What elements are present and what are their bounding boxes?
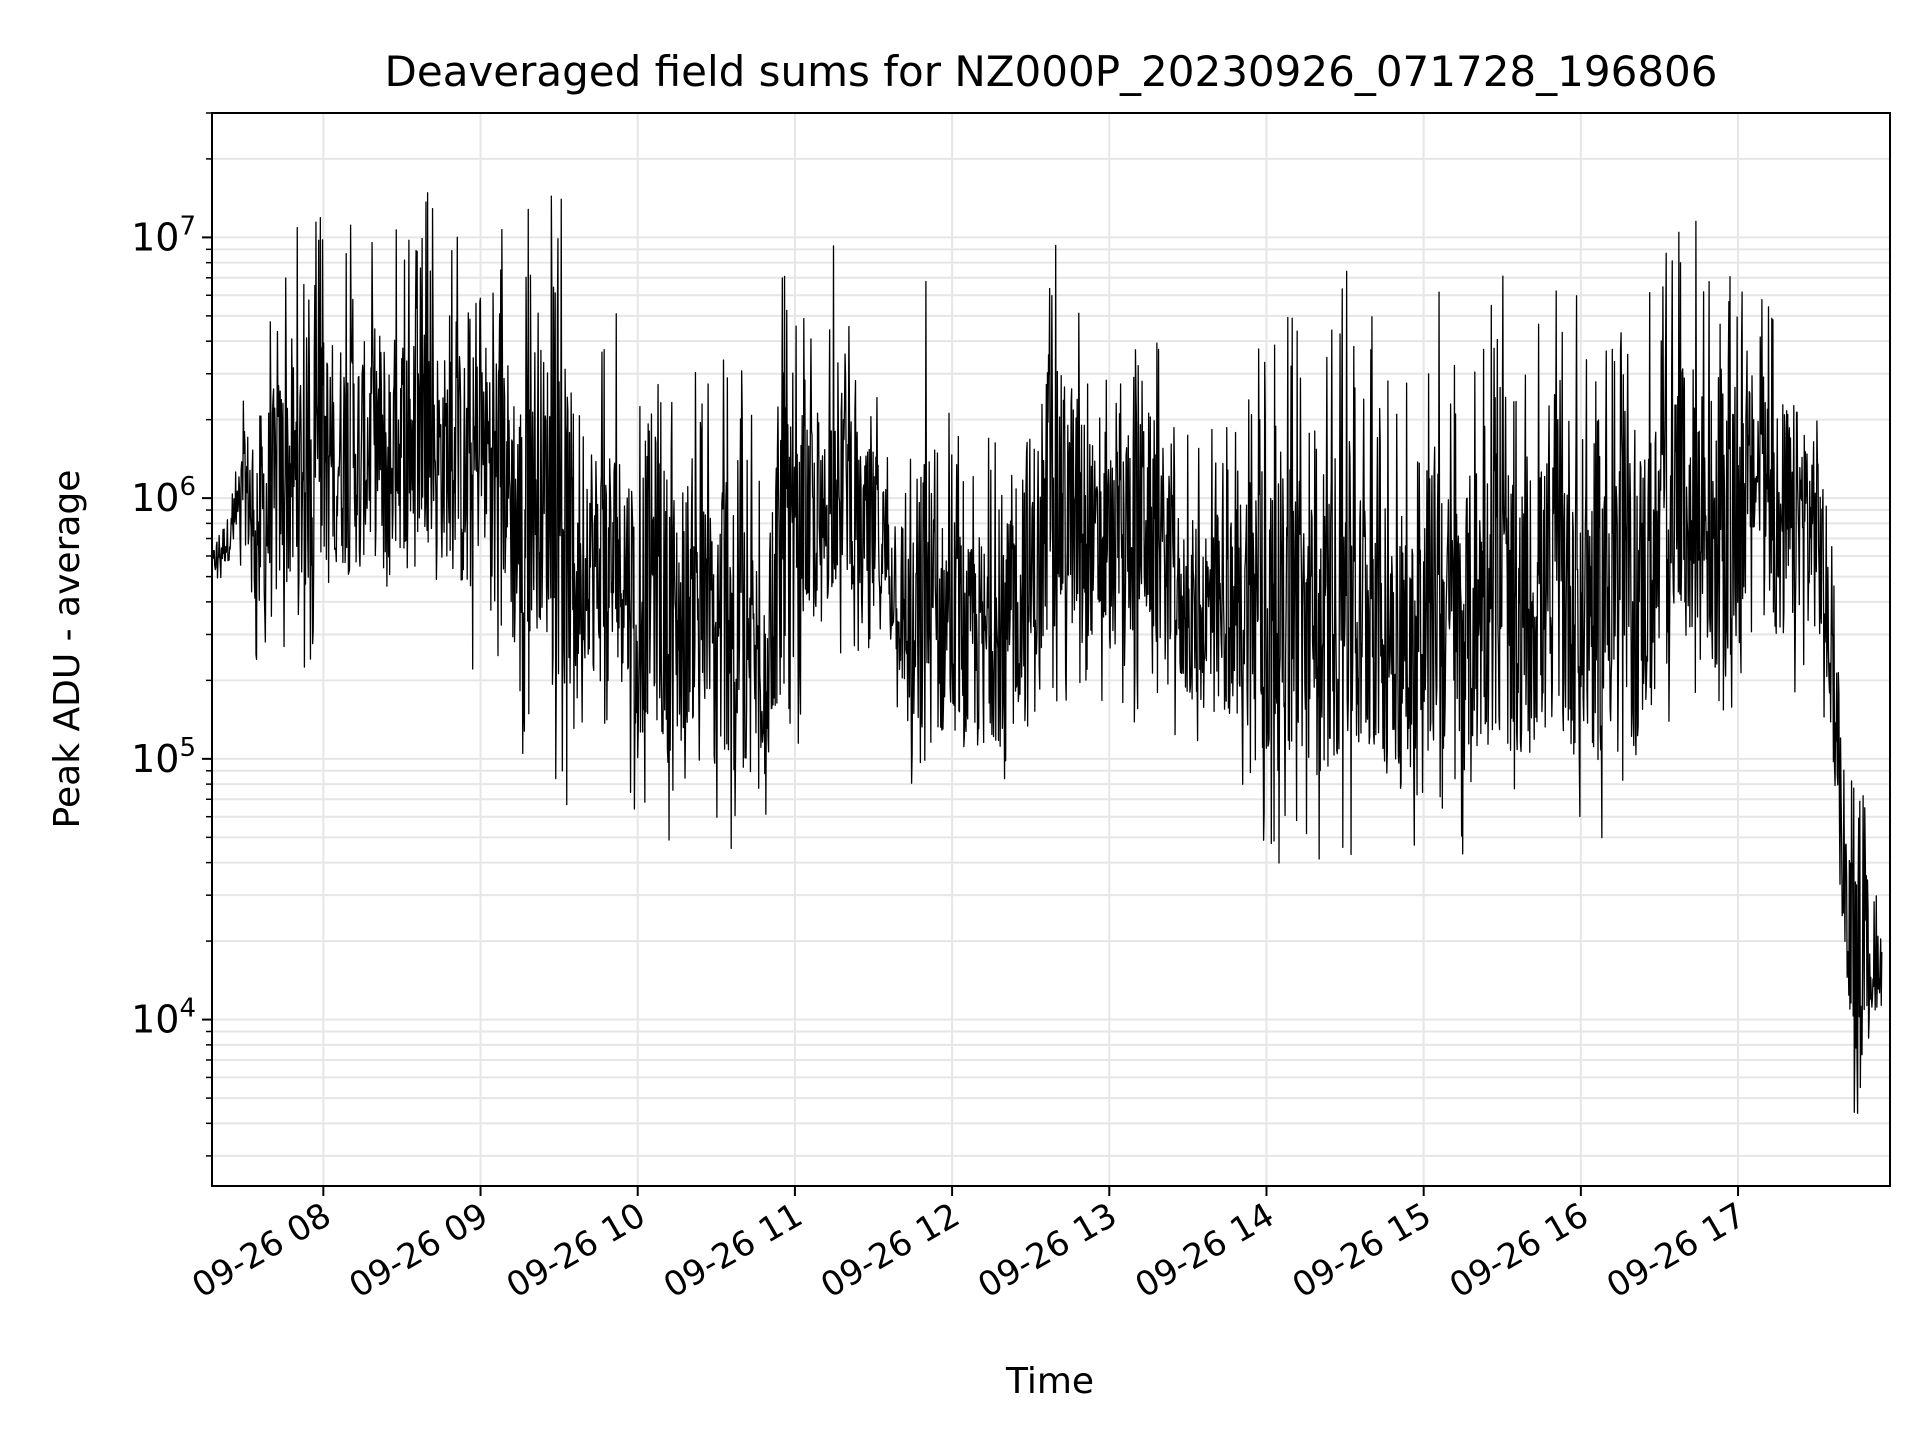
- y-tick-label: 104: [131, 994, 196, 1042]
- y-tick-exponent: 6: [179, 472, 196, 502]
- y-tick-base: 10: [131, 737, 179, 781]
- data-layer: [211, 192, 1883, 1114]
- y-tick-exponent: 4: [179, 994, 196, 1024]
- y-tick-label: 105: [131, 733, 196, 781]
- chart-title: Deaveraged field sums for NZ000P_2023092…: [385, 47, 1718, 96]
- y-tick-base: 10: [131, 215, 179, 259]
- plot-frame: [211, 112, 1891, 1187]
- series-line: [211, 192, 1883, 1114]
- y-tick-exponent: 5: [179, 733, 196, 763]
- y-tick-label: 106: [131, 472, 196, 520]
- x-axis-label: Time: [1005, 1361, 1094, 1402]
- y-tick-exponent: 7: [179, 211, 196, 241]
- y-axis-label: Peak ADU - average: [47, 470, 88, 829]
- y-tick-label: 107: [131, 211, 196, 259]
- y-tick-base: 10: [131, 998, 179, 1042]
- y-tick-base: 10: [131, 476, 179, 520]
